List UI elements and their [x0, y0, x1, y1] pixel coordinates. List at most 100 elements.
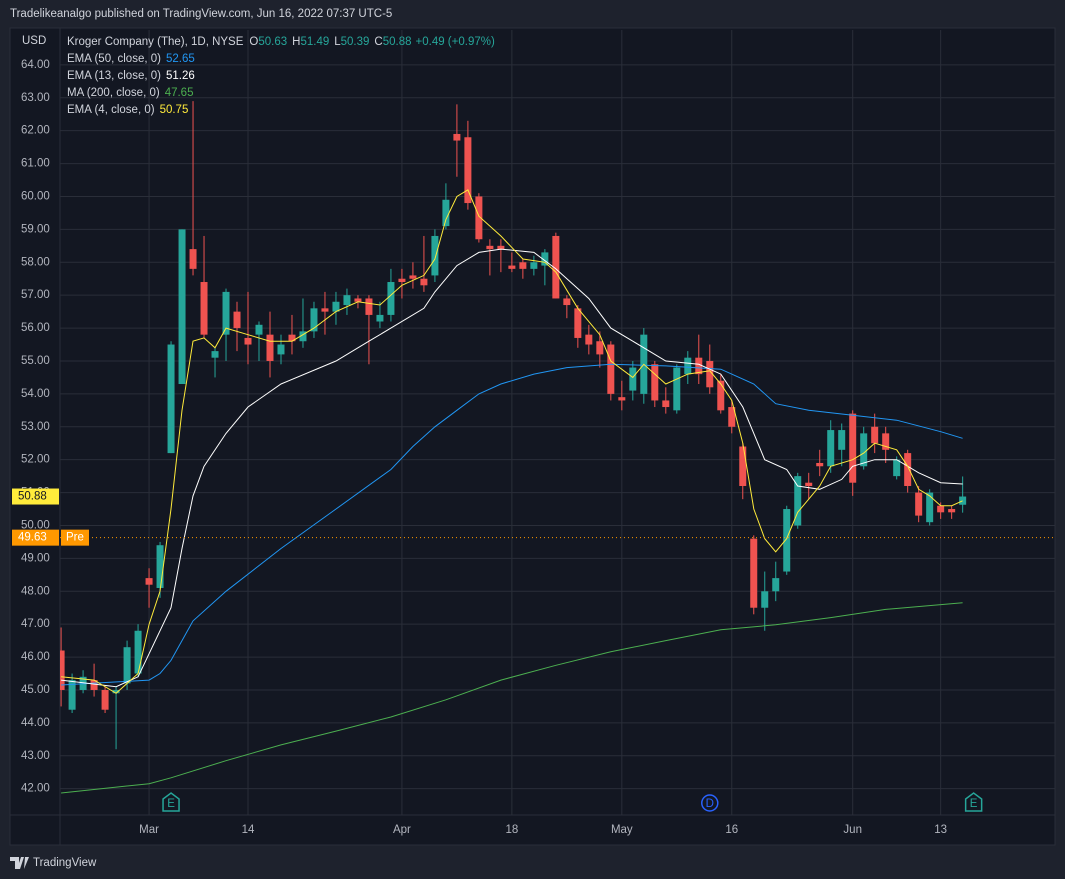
- legend-value: 50.63: [258, 36, 287, 48]
- indicator-value: 50.75: [160, 104, 189, 116]
- candle-body: [629, 367, 637, 391]
- indicator-value: 51.26: [166, 70, 195, 82]
- y-tick-label: 63.00: [21, 92, 50, 104]
- candle-body: [948, 509, 956, 513]
- candle-body: [684, 357, 692, 375]
- x-tick-label: May: [611, 824, 633, 836]
- candle-body: [926, 492, 934, 523]
- y-tick-label: 52.00: [21, 454, 50, 466]
- candle-body: [222, 291, 230, 335]
- event-label: E: [970, 798, 978, 810]
- candle-body: [563, 298, 571, 306]
- candle-body: [574, 308, 582, 338]
- candle-body: [607, 344, 615, 394]
- candle-body: [915, 492, 923, 516]
- candle-body: [475, 196, 483, 240]
- candle-body: [816, 462, 824, 467]
- candle-body: [123, 647, 131, 684]
- indicator-name: EMA (4, close, 0): [67, 104, 155, 116]
- candle-body: [409, 275, 417, 279]
- candle-body: [299, 331, 307, 342]
- candle-body: [706, 360, 714, 388]
- y-tick-label: 62.00: [21, 125, 50, 137]
- candle-body: [387, 282, 395, 315]
- y-tick-label: 46.00: [21, 651, 50, 663]
- candle-body: [145, 578, 153, 585]
- candle-body: [761, 591, 769, 608]
- candle-body: [420, 278, 428, 286]
- candle-body: [772, 578, 780, 592]
- footer: TradingView: [10, 857, 97, 869]
- candle-body: [893, 459, 901, 477]
- y-tick-label: 44.00: [21, 717, 50, 729]
- legend-indicator: EMA (4, close, 0) 50.75: [67, 104, 188, 116]
- candle-body: [266, 334, 274, 361]
- candle-body: [244, 337, 252, 345]
- event-marker: [701, 794, 719, 812]
- candle-body: [134, 630, 142, 674]
- candle-body: [662, 400, 670, 408]
- legend-change: +0.49 (+0.97%): [416, 36, 495, 48]
- last-price: 50.88: [18, 491, 47, 503]
- y-tick-label: 55.00: [21, 355, 50, 367]
- candle-body: [618, 397, 626, 401]
- x-tick-label: 18: [505, 824, 518, 836]
- candle-body: [156, 545, 164, 588]
- event-marker: [964, 792, 983, 812]
- y-tick-label: 45.00: [21, 684, 50, 696]
- candle-body: [398, 278, 406, 283]
- event-marker: [162, 792, 180, 812]
- candle-body: [695, 357, 703, 375]
- candle-body: [904, 453, 912, 486]
- pre-market-tag-box: [61, 529, 89, 546]
- x-tick-label: Apr: [393, 824, 411, 836]
- indicator-value: 47.65: [165, 87, 194, 99]
- candle-body: [673, 367, 681, 411]
- y-tick-label: 58.00: [21, 256, 50, 268]
- indicator-name: EMA (13, close, 0): [67, 70, 161, 82]
- candle-body: [200, 282, 208, 335]
- candle-body: [376, 314, 384, 322]
- candle-body: [211, 351, 219, 358]
- pre-market-tag: Pre: [66, 532, 84, 544]
- candle-body: [596, 341, 604, 355]
- candle-body: [783, 509, 791, 572]
- y-tick-label: 64.00: [21, 59, 50, 71]
- pre-market-price: 49.63: [18, 532, 47, 544]
- event-label: D: [706, 798, 714, 810]
- candle-body: [453, 133, 461, 141]
- y-tick-label: 59.00: [21, 223, 50, 235]
- legend-ohlc: Kroger Company (The), 1D, NYSE O50.63 H51.…: [67, 36, 495, 48]
- candle-body: [442, 199, 450, 227]
- pre-market-price-box: [12, 529, 59, 546]
- candle-body: [310, 308, 318, 332]
- y-tick-label: 60.00: [21, 191, 50, 203]
- overlay: 42.00 43.00 44.00 45.00 46.00 47.00 48.00 49.00…: [12, 36, 983, 836]
- chart-frame: [9, 27, 1056, 846]
- candle-body: [651, 364, 659, 401]
- legend-indicator: MA (200, close, 0) 47.65: [67, 87, 193, 99]
- legend-value: 50.39: [341, 36, 370, 48]
- candle-body: [728, 407, 736, 427]
- y-tick-label: 54.00: [21, 388, 50, 400]
- legend-value: 51.49: [300, 36, 329, 48]
- candle-body: [739, 446, 747, 486]
- candle-body: [541, 252, 549, 266]
- legend-letter: O: [249, 36, 258, 48]
- x-tick-label: 16: [725, 824, 738, 836]
- candle-body: [794, 476, 802, 526]
- candle-body: [343, 295, 351, 306]
- x-tick-label: Mar: [139, 824, 159, 836]
- candle-body: [189, 249, 197, 269]
- indicator-line: [61, 189, 963, 694]
- legend-indicator: EMA (13, close, 0) 51.26: [67, 70, 195, 82]
- legend-letter: H: [292, 36, 300, 48]
- indicator-line: [61, 363, 963, 686]
- candle-body: [750, 538, 758, 608]
- candle-body: [277, 344, 285, 355]
- candle-body: [552, 235, 560, 299]
- indicator-line: [61, 602, 963, 794]
- indicator-name: MA (200, close, 0): [67, 87, 160, 99]
- legend-symbol: Kroger Company (The), 1D, NYSE: [67, 36, 244, 48]
